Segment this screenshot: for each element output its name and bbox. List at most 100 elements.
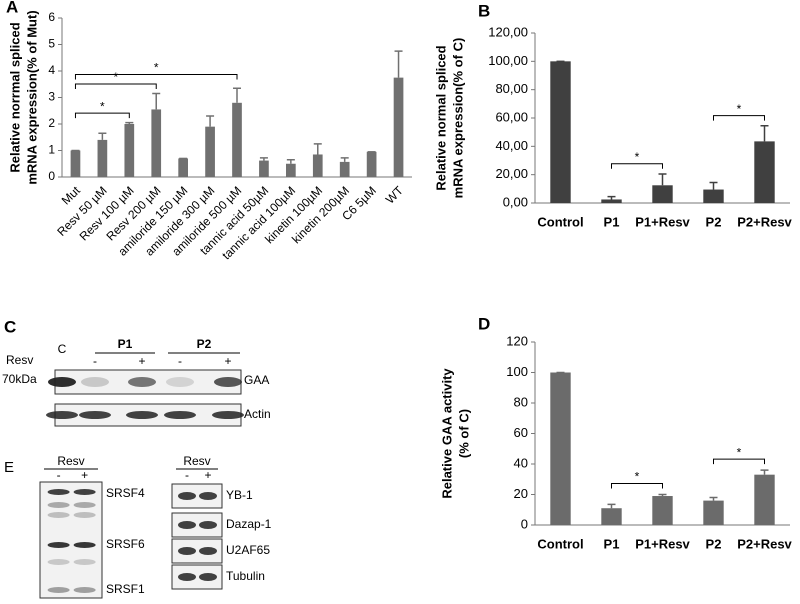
panel-label: D [478,314,490,333]
y-tick-label: 0,00 [503,194,528,209]
y-tick-label: 60,00 [495,109,528,124]
blot-band-label: SRSF1 [106,582,145,596]
significance-label: * [737,102,742,116]
blot-band-label: Actin [244,407,271,421]
x-tick-label: P1 [604,536,620,551]
bar [652,185,673,203]
blot-band [178,573,196,581]
blot-lane-label: + [224,354,231,368]
y-tick-label: 100,00 [488,53,528,68]
blot-band-label: SRSF4 [106,486,145,500]
y-tick-label: 6 [48,10,55,24]
error-bar [152,92,161,110]
blot-band [73,489,96,495]
blot-band [178,492,196,500]
y-tick-label: 40,00 [495,138,528,153]
significance-bracket [74,73,238,80]
blot-lane-label: C [58,342,67,356]
bar [151,109,162,177]
bar [652,496,673,525]
bar [703,500,724,525]
y-tick-label: 60 [514,425,528,440]
x-tick-label: WT [383,183,407,207]
blot-band [73,512,96,518]
blot-band [199,492,217,500]
panel-label: C [4,317,16,336]
y-tick-label: 80 [514,394,528,409]
error-bar [259,157,268,161]
y-axis-label: mRNA expression(% of Mut) [24,10,39,184]
blot-lane-label: - [57,468,61,482]
bar [312,154,323,177]
bar [754,141,775,203]
x-tick-label: P1 [604,214,620,229]
blot-band [46,411,78,419]
blot-band [178,547,196,555]
error-bar [98,132,107,140]
blot-band-label: Tubulin [226,569,265,583]
bar [550,372,571,525]
y-tick-label: 20,00 [495,166,528,181]
panel-label: B [478,1,490,20]
blot-band [73,559,96,565]
y-tick-label: 120 [506,333,528,348]
blot-band-label: U2AF65 [226,543,270,557]
bar [70,150,81,177]
blot-band [214,377,242,387]
blot-size: 70kDa [2,372,37,386]
error-bar [125,121,134,124]
x-tick-label: Control [537,214,583,229]
significance-label: * [635,470,640,484]
error-bar [233,87,241,103]
y-tick-label: 120,00 [488,24,528,39]
blot-band-label: GAA [244,373,269,387]
blot-treatment: Resv [57,454,84,468]
blot-band [47,512,70,518]
blot-band [199,547,217,555]
bar [393,77,404,177]
significance-bracket [74,112,130,119]
error-bar [760,125,769,142]
error-bar [394,50,403,78]
blot-band [199,521,217,529]
error-bar [709,181,718,190]
y-tick-label: 1 [48,143,55,157]
y-axis-label: (% of C) [456,409,471,458]
blot-lane-label: + [204,468,211,482]
blot-band-label: Dazap-1 [226,517,272,531]
error-bar [313,143,322,155]
y-axis-label: mRNA expression(% of C) [450,38,465,199]
blot-lane-label: - [185,468,189,482]
bar [232,102,242,177]
significance-label: * [114,70,119,84]
y-axis-label: Relative normal spliced [433,45,448,190]
x-tick-label: P1+Resv [635,536,690,551]
blot-treatment: Resv [6,353,33,367]
y-tick-label: 100 [506,364,528,379]
blot-band [48,377,76,387]
bar [286,163,296,177]
x-tick-label: Control [537,536,583,551]
error-bar [709,496,718,501]
panel-label: E [4,459,14,476]
y-axis-label: Relative GAA activity [439,368,454,499]
blot-band [199,573,217,581]
bar [601,199,622,203]
y-axis-label: Relative norrmal spliced [7,22,22,172]
blot-band [81,377,109,387]
blot-band [164,411,196,419]
y-tick-label: 2 [48,116,55,130]
panel-label: A [6,0,18,16]
significance-bracket [713,115,765,121]
bar [124,124,135,177]
y-tick-label: 0 [521,516,528,531]
blot-strip [39,481,103,599]
bar [97,139,108,177]
blot-group: P1 [118,337,133,351]
y-tick-label: 20 [514,486,528,501]
blot-band [47,587,70,593]
error-bar [658,173,667,186]
significance-bracket [74,83,157,89]
bar [178,158,188,177]
